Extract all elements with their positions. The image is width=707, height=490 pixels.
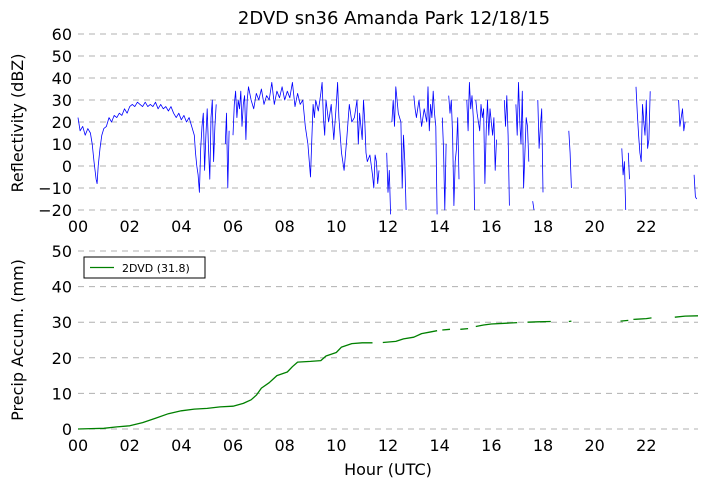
series-line-segment [413,86,438,215]
series-line-segment [633,317,652,321]
y-tick-label: −20 [38,201,72,220]
series-line-segment [448,95,460,207]
series-line-segment [627,152,630,180]
series-line-segment [674,315,699,318]
y-tick-label: 20 [52,349,72,368]
y-tick-label: 10 [52,384,72,403]
series-line-segment [475,99,497,185]
y-tick-label: 40 [52,278,72,297]
x-axis-label: Hour (UTC) [344,460,432,479]
x-tick-label: 06 [223,217,243,236]
series-line-segment [475,321,518,328]
x-tick-label: 14 [429,217,449,236]
precip-y-ticks: 50 40 30 20 10 0 [52,242,72,439]
series-line-segment [503,95,510,206]
legend-label: 2DVD (31.8) [122,262,190,275]
legend-box [83,256,206,279]
precip-legend: 2DVD (31.8) [83,256,206,279]
x-tick-label: 22 [636,217,656,236]
x-tick-label: 00 [68,217,88,236]
x-tick-label: 20 [584,217,604,236]
series-line-segment [568,130,572,189]
x-tick-label: 20 [584,436,604,455]
series-line-segment [527,320,551,323]
precip-axis-label: Precip Accum. (mm) [8,259,27,421]
y-tick-label: 0 [62,157,72,176]
precip-x-ticks: 00 02 04 06 08 10 12 14 16 18 20 22 [68,436,657,455]
series-line-segment [532,201,535,211]
series-line-segment [515,82,530,189]
y-tick-label: 50 [52,47,72,66]
x-tick-label: 00 [68,436,88,455]
series-line-segment [635,86,651,163]
x-tick-label: 08 [274,436,294,455]
y-tick-label: 30 [52,91,72,110]
series-line-segment [77,99,217,193]
x-tick-label: 12 [378,436,398,455]
reflectivity-y-ticks: 60 50 40 30 20 10 0 −10 −20 [38,25,72,220]
series-line-segment [620,319,629,322]
x-tick-label: 18 [533,217,553,236]
series-line-segment [442,328,451,331]
y-tick-label: 50 [52,242,72,261]
x-tick-label: 04 [171,436,191,455]
x-tick-label: 02 [119,217,139,236]
reflectivity-x-ticks: 00 02 04 06 08 10 12 14 16 18 20 22 [68,217,657,236]
x-tick-label: 10 [326,217,346,236]
x-tick-label: 04 [171,217,191,236]
y-tick-label: 20 [52,113,72,132]
precip-series [77,315,699,430]
chart-title: 2DVD sn36 Amanda Park 12/18/15 [238,8,550,29]
x-tick-label: 10 [326,436,346,455]
reflectivity-panel: Reflectivity (dBZ) 60 50 40 30 20 10 0 −10 −20 0… [8,25,698,236]
series-line-segment [466,82,475,211]
x-tick-label: 08 [274,217,294,236]
series-line-segment [77,342,373,430]
series-line-segment [224,112,230,189]
y-tick-label: 60 [52,25,72,44]
x-tick-label: 02 [119,436,139,455]
y-tick-label: 0 [62,420,72,439]
series-line-segment [391,86,407,211]
x-tick-label: 22 [636,436,656,455]
reflectivity-axis-label: Reflectivity (dBZ) [8,54,27,193]
series-line-segment [693,174,698,200]
series-line-segment [678,99,686,132]
reflectivity-series [77,82,698,215]
y-tick-label: 40 [52,69,72,88]
series-line-segment [386,152,391,215]
series-line-segment [537,99,544,193]
series-line-segment [460,327,469,330]
y-tick-label: 30 [52,313,72,332]
x-tick-label: 18 [533,436,553,455]
series-line-segment [621,148,627,211]
precip-gridlines [78,250,698,430]
y-tick-label: −10 [38,179,72,198]
x-tick-label: 16 [481,217,501,236]
series-line-segment [232,82,380,189]
x-tick-label: 16 [481,436,501,455]
x-tick-label: 14 [429,436,449,455]
x-tick-label: 12 [378,217,398,236]
y-tick-label: 10 [52,135,72,154]
x-tick-label: 06 [223,436,243,455]
series-line-segment [441,117,447,211]
series-line-segment [382,330,438,344]
